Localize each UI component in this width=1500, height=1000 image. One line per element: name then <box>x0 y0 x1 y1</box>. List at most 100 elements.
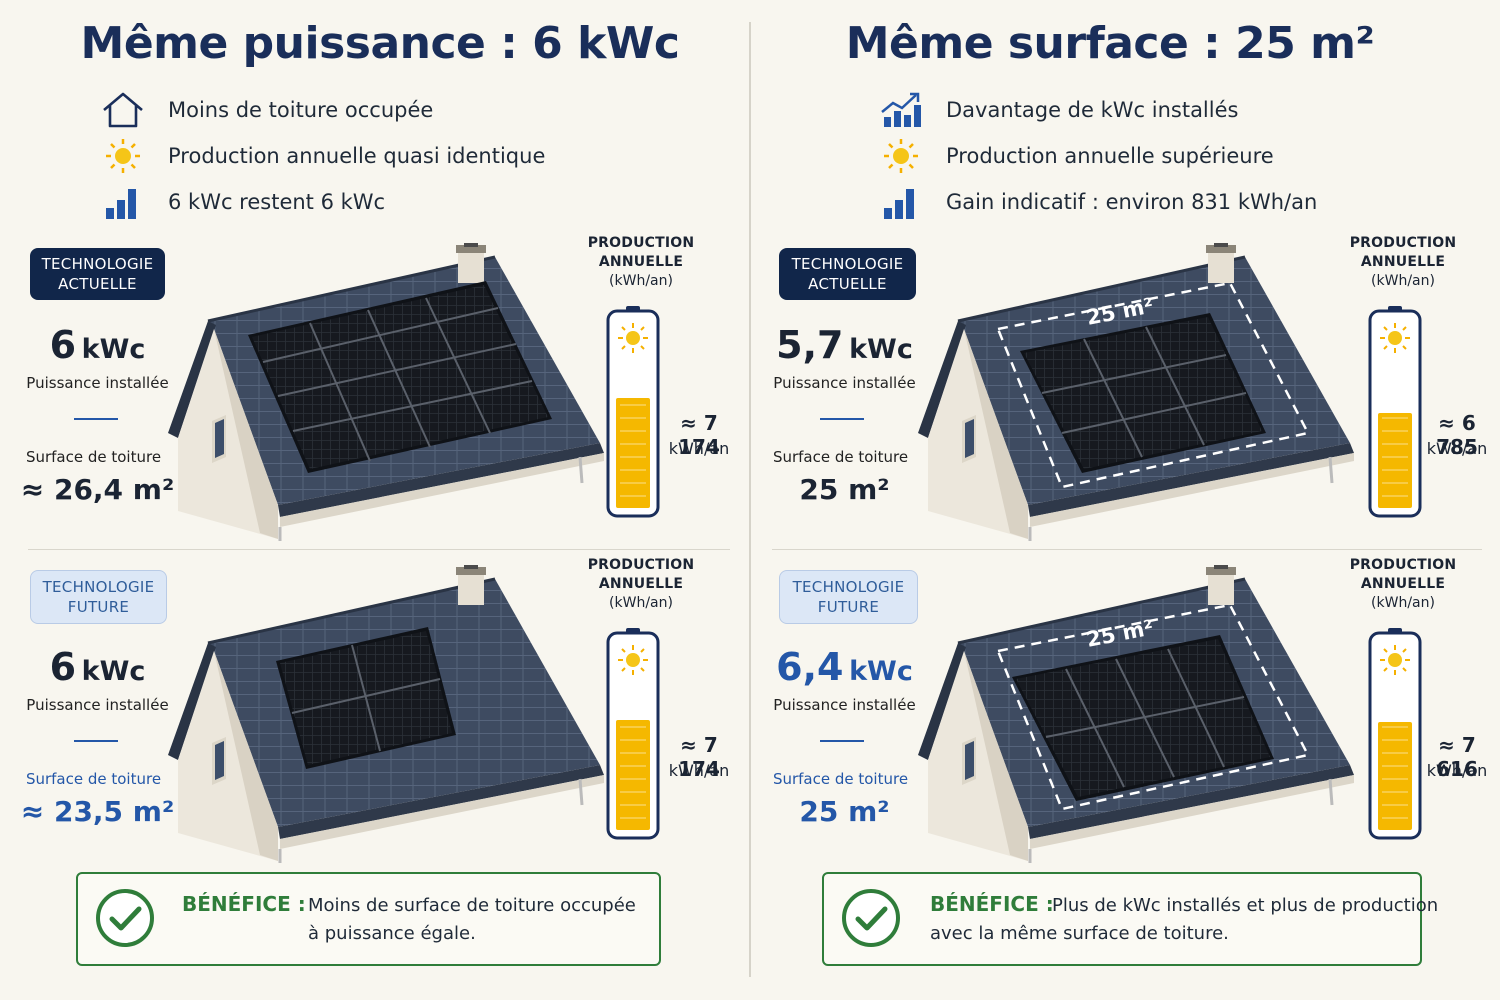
benefit-text-line-2: avec la même surface de toiture. <box>930 923 1229 944</box>
right-title: Même surface : 25 m² <box>845 18 1375 69</box>
production-battery-gauge <box>606 628 660 840</box>
left-column: Même puissance : 6 kWc Moins de toiture … <box>0 18 750 966</box>
right-bullet-1: Davantage de kWc installés <box>878 90 1238 130</box>
surface-value: 25 m² <box>799 795 890 828</box>
technology-badge-current: TECHNOLOGIE ACTUELLE <box>779 248 916 300</box>
section-separator <box>28 549 730 550</box>
technology-badge-future: TECHNOLOGIE FUTURE <box>779 570 918 624</box>
power-unit: kWc <box>81 656 146 687</box>
production-header-unit: (kWh/an) <box>1371 595 1435 611</box>
power-number: 6 <box>49 323 77 367</box>
sun-icon <box>1380 645 1410 675</box>
left-bullet-2: Production annuelle quasi identique <box>100 136 545 176</box>
power-number: 6 <box>49 645 77 689</box>
power-label: Puissance installée <box>26 374 169 392</box>
right-section-current: TECHNOLOGIE ACTUELLE 5,7 kWc Puissance i… <box>750 228 1500 548</box>
surface-label: Surface de toiture <box>25 770 162 788</box>
production-header-line-1: PRODUCTION <box>587 235 695 251</box>
production-header-unit: (kWh/an) <box>609 595 673 611</box>
surface-value: ≈ 26,4 m² <box>20 473 175 506</box>
production-header-unit: (kWh/an) <box>1371 273 1435 289</box>
production-header-line-1: PRODUCTION <box>1349 557 1457 573</box>
battery-fill-level <box>616 398 650 508</box>
badge-line-1: TECHNOLOGIE <box>42 578 155 596</box>
production-header: PRODUCTION ANNUELLE (kWh/an) <box>1342 234 1464 291</box>
badge-line-2: ACTUELLE <box>808 275 887 293</box>
power-number: 5,7 <box>776 323 844 367</box>
right-column: Même surface : 25 m² Davantage de kWc in… <box>750 0 1500 1000</box>
benefit-text-line-2: à puissance égale. <box>308 923 476 944</box>
column-divider <box>749 22 751 977</box>
checkmark-icon <box>96 889 154 947</box>
bar-chart-icon <box>106 189 136 219</box>
power-unit: kWc <box>849 656 913 687</box>
power-unit: kWc <box>81 334 146 365</box>
sun-icon <box>618 645 648 675</box>
sun-icon <box>1380 323 1410 353</box>
solar-panel-array <box>248 281 552 473</box>
separator-line <box>820 418 864 420</box>
production-header: PRODUCTION ANNUELLE (kWh/an) <box>580 556 702 613</box>
technology-badge-future: TECHNOLOGIE FUTURE <box>30 570 167 624</box>
left-section-current: TECHNOLOGIE ACTUELLE 6 kWc Puissance ins… <box>0 228 750 548</box>
production-value: ≈ 7 616 <box>1436 733 1478 781</box>
surface-label: Surface de toiture <box>25 448 162 466</box>
production-header-line-2: ANNUELLE <box>1360 576 1446 592</box>
house-roof-illustration: 25 m² <box>916 243 1356 543</box>
badge-line-1: TECHNOLOGIE <box>792 578 905 596</box>
sun-icon <box>618 323 648 353</box>
production-value: ≈ 6 785 <box>1436 411 1478 459</box>
left-bullet-2-text: Production annuelle quasi identique <box>168 144 546 168</box>
production-unit: kWh/an <box>668 761 730 780</box>
badge-line-1: TECHNOLOGIE <box>791 255 904 273</box>
surface-label: Surface de toiture <box>772 448 909 466</box>
house-outline-icon <box>103 92 143 128</box>
left-bullet-1: Moins de toiture occupée <box>100 90 433 130</box>
benefit-text-line-1: Plus de kWc installés et plus de product… <box>1052 895 1439 916</box>
power-value: 6,4 kWc <box>747 645 942 689</box>
sun-icon <box>106 139 140 173</box>
right-bullet-1-text: Davantage de kWc installés <box>946 98 1239 122</box>
production-value: ≈ 7 174 <box>678 411 720 459</box>
solar-panel-array <box>276 627 456 769</box>
production-header-line-2: ANNUELLE <box>1360 254 1446 270</box>
separator-line <box>820 740 864 742</box>
right-bullet-3: Gain indicatif : environ 831 kWh/an <box>878 182 1317 222</box>
power-label: Puissance installée <box>773 374 916 392</box>
separator-line <box>74 418 118 420</box>
solar-panel-array <box>1020 313 1266 473</box>
badge-line-2: FUTURE <box>817 598 880 616</box>
house-roof-illustration <box>166 565 606 865</box>
power-number: 6,4 <box>776 645 844 689</box>
battery-fill-level <box>1378 722 1412 830</box>
bar-chart-icon <box>884 189 914 219</box>
production-battery-gauge <box>1368 306 1422 518</box>
left-title: Même puissance : 6 kWc <box>80 18 680 69</box>
power-value: 5,7 kWc <box>747 323 942 367</box>
power-label: Puissance installée <box>773 696 916 714</box>
surface-label: Surface de toiture <box>772 770 909 788</box>
left-bullet-3-text: 6 kWc restent 6 kWc <box>168 190 386 214</box>
production-header-line-1: PRODUCTION <box>587 557 695 573</box>
production-header-line-2: ANNUELLE <box>598 576 684 592</box>
benefit-text-line-1: Moins de surface de toiture occupée <box>308 895 636 916</box>
production-battery-gauge <box>606 306 660 518</box>
production-header-line-1: PRODUCTION <box>1349 235 1457 251</box>
left-bullet-1-text: Moins de toiture occupée <box>168 98 434 122</box>
production-battery-gauge <box>1368 628 1422 840</box>
badge-line-2: FUTURE <box>67 598 130 616</box>
badge-line-1: TECHNOLOGIE <box>41 255 154 273</box>
benefit-heading: BÉNÉFICE : <box>930 892 1054 916</box>
power-value: 6 kWc <box>0 323 195 367</box>
surface-value: 25 m² <box>799 473 890 506</box>
house-roof-illustration: 25 m² <box>916 565 1356 865</box>
separator-line <box>74 740 118 742</box>
right-bullet-3-text: Gain indicatif : environ 831 kWh/an <box>946 190 1318 214</box>
power-label: Puissance installée <box>26 696 169 714</box>
badge-line-2: ACTUELLE <box>58 275 137 293</box>
benefit-box: BÉNÉFICE : Plus de kWc installés et plus… <box>822 872 1438 966</box>
benefit-heading: BÉNÉFICE : <box>182 892 306 916</box>
production-unit: kWh/an <box>1426 761 1488 780</box>
production-header-unit: (kWh/an) <box>609 273 673 289</box>
production-header-line-2: ANNUELLE <box>598 254 684 270</box>
